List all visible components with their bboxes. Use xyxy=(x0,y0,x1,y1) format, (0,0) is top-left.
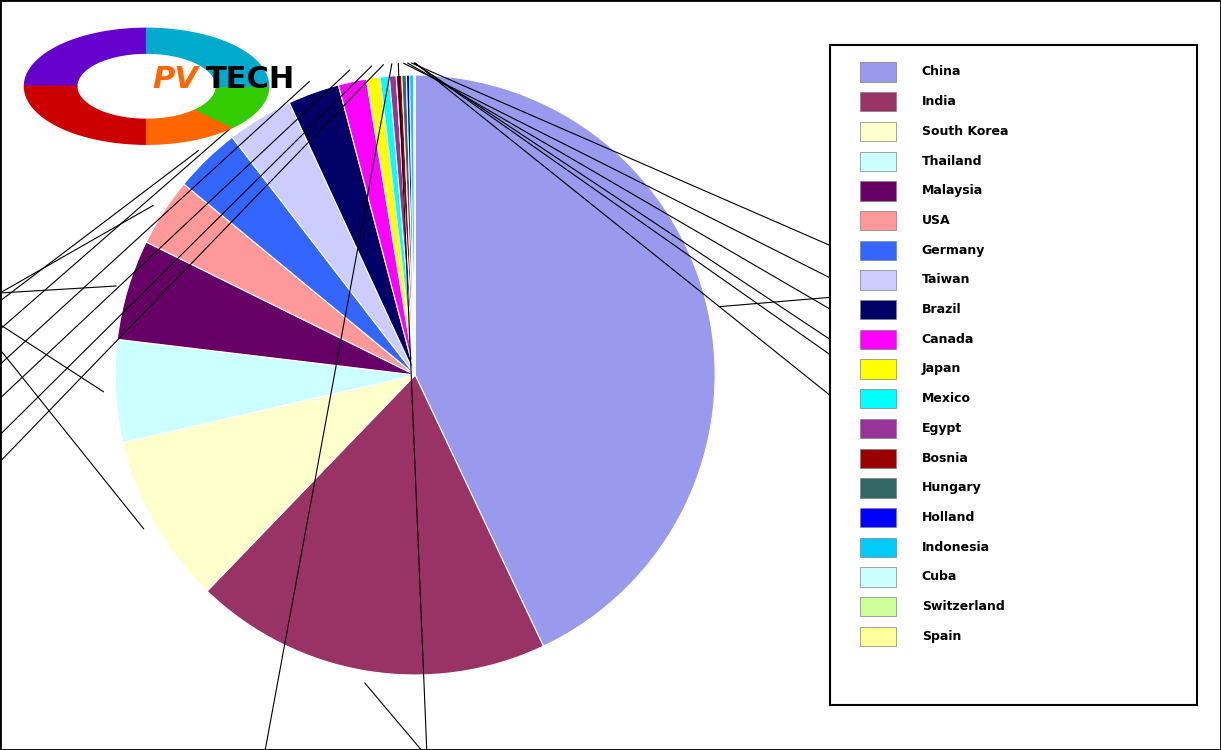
FancyBboxPatch shape xyxy=(860,182,896,200)
Text: TECH: TECH xyxy=(205,65,294,94)
Text: Germany: Germany xyxy=(922,244,985,256)
Text: Switzerland, 15: Switzerland, 15 xyxy=(415,63,1034,469)
Text: Spain: Spain xyxy=(922,630,961,643)
FancyBboxPatch shape xyxy=(860,62,896,82)
FancyBboxPatch shape xyxy=(860,419,896,438)
Text: Canada, 620: Canada, 620 xyxy=(0,70,349,505)
FancyBboxPatch shape xyxy=(860,300,896,320)
Wedge shape xyxy=(232,103,415,375)
Text: South Korea, 3,750: South Korea, 3,750 xyxy=(0,182,144,529)
FancyBboxPatch shape xyxy=(860,538,896,557)
Text: Egypt: Egypt xyxy=(922,422,962,435)
Text: Mexico, 200: Mexico, 200 xyxy=(0,64,383,577)
FancyBboxPatch shape xyxy=(860,359,896,379)
Wedge shape xyxy=(117,242,415,375)
Wedge shape xyxy=(123,375,415,591)
Text: Canada: Canada xyxy=(922,333,974,346)
Wedge shape xyxy=(184,137,415,375)
Text: USA: USA xyxy=(922,214,950,227)
Polygon shape xyxy=(147,110,233,144)
Wedge shape xyxy=(414,75,415,375)
Text: India: India xyxy=(922,95,957,108)
Text: Taiwan: Taiwan xyxy=(922,274,971,286)
Text: Malaysia, 2,210: Malaysia, 2,210 xyxy=(0,286,116,307)
Polygon shape xyxy=(195,86,269,128)
Text: Brazil, 1,130: Brazil, 1,130 xyxy=(0,82,309,469)
Text: Spain, 1: Spain, 1 xyxy=(415,63,985,505)
Wedge shape xyxy=(407,75,415,375)
FancyBboxPatch shape xyxy=(860,478,896,497)
Text: Cuba, 15: Cuba, 15 xyxy=(414,63,990,433)
Wedge shape xyxy=(389,76,415,375)
Wedge shape xyxy=(396,75,415,375)
Wedge shape xyxy=(366,77,415,375)
Wedge shape xyxy=(147,184,415,375)
Text: Hungary, 100: Hungary, 100 xyxy=(404,63,1020,358)
Text: Holland, 70: Holland, 70 xyxy=(408,63,1007,397)
Polygon shape xyxy=(24,86,147,144)
FancyBboxPatch shape xyxy=(860,448,896,468)
FancyBboxPatch shape xyxy=(860,271,896,290)
Text: Germany, 1,460: Germany, 1,460 xyxy=(0,151,198,397)
Text: Malaysia: Malaysia xyxy=(922,184,983,197)
FancyBboxPatch shape xyxy=(860,627,896,646)
Text: PV: PV xyxy=(151,65,198,94)
Polygon shape xyxy=(24,28,147,86)
Wedge shape xyxy=(289,85,415,375)
Wedge shape xyxy=(208,375,543,675)
Text: Indonesia, 90: Indonesia, 90 xyxy=(411,63,1021,316)
Wedge shape xyxy=(409,75,415,375)
Text: Hungary: Hungary xyxy=(922,482,982,494)
Text: Brazil: Brazil xyxy=(922,303,961,316)
FancyBboxPatch shape xyxy=(860,152,896,171)
Text: Bosnia, 120: Bosnia, 120 xyxy=(392,64,469,750)
Text: Egypt, 150: Egypt, 150 xyxy=(215,64,392,750)
Text: Japan: Japan xyxy=(922,362,961,376)
Text: Switzerland: Switzerland xyxy=(922,600,1005,613)
Text: Thailand: Thailand xyxy=(922,154,983,167)
Wedge shape xyxy=(380,76,415,375)
FancyBboxPatch shape xyxy=(860,330,896,349)
Text: Japan, 300: Japan, 300 xyxy=(0,66,371,541)
FancyBboxPatch shape xyxy=(860,122,896,141)
Text: India, 7,850: India, 7,850 xyxy=(365,683,530,750)
Text: Bosnia: Bosnia xyxy=(922,452,968,464)
Text: Thailand, 2,250: Thailand, 2,250 xyxy=(0,242,104,392)
FancyBboxPatch shape xyxy=(860,597,896,616)
Text: Indonesia: Indonesia xyxy=(922,541,990,554)
Text: Holland: Holland xyxy=(922,511,976,524)
Text: South Korea: South Korea xyxy=(922,125,1009,138)
Wedge shape xyxy=(402,75,415,375)
Polygon shape xyxy=(147,28,269,86)
Wedge shape xyxy=(338,79,415,375)
FancyBboxPatch shape xyxy=(860,211,896,230)
Text: Mexico: Mexico xyxy=(922,392,971,405)
FancyBboxPatch shape xyxy=(860,389,896,409)
Text: China, 17,540: China, 17,540 xyxy=(719,278,1023,307)
Wedge shape xyxy=(115,339,415,442)
Text: Cuba: Cuba xyxy=(922,571,957,584)
Text: China: China xyxy=(922,65,961,79)
FancyBboxPatch shape xyxy=(860,508,896,527)
FancyBboxPatch shape xyxy=(860,568,896,586)
FancyBboxPatch shape xyxy=(860,92,896,112)
FancyBboxPatch shape xyxy=(860,241,896,260)
Wedge shape xyxy=(415,75,716,646)
Text: Taiwan, 1,450: Taiwan, 1,450 xyxy=(0,108,254,433)
Text: USA, 1,500: USA, 1,500 xyxy=(0,206,154,358)
